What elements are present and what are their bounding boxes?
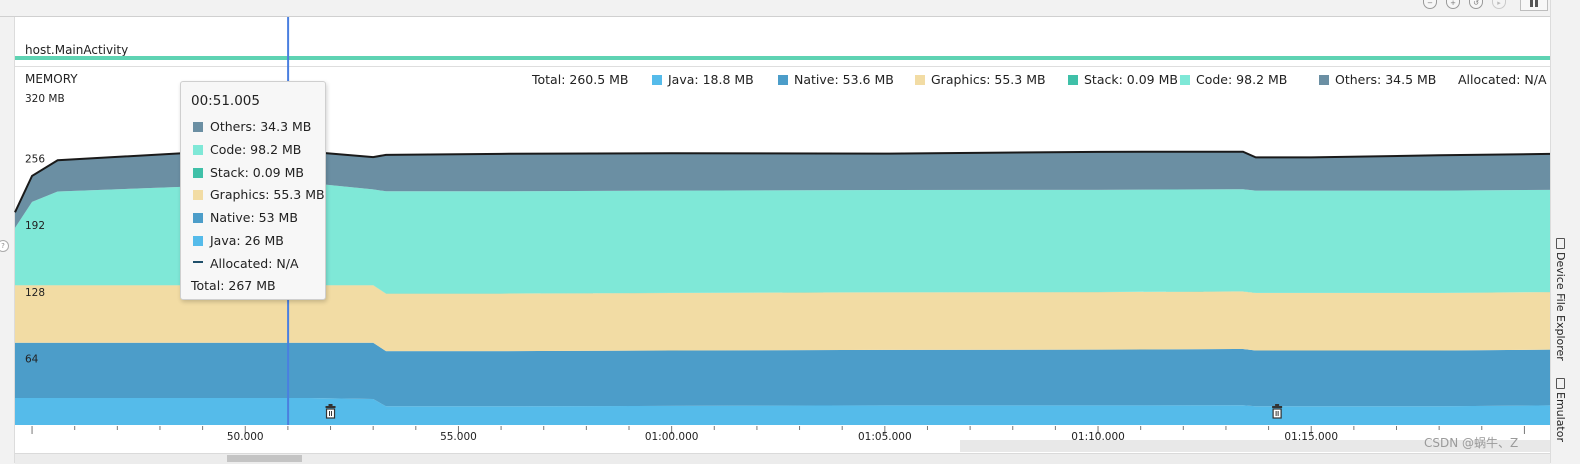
pause-button[interactable] <box>1520 0 1548 11</box>
x-tick-label: 50.000 <box>227 431 264 443</box>
legend-item-graphics: Graphics: 55.3 MB <box>915 72 1046 87</box>
top-toolbar: − + ↺ ▸ <box>0 0 1550 17</box>
tooltip-swatch-others <box>193 122 203 132</box>
legend-label-native: Native: 53.6 MB <box>794 72 894 87</box>
tooltip-label-others: Others: 34.3 MB <box>210 119 312 134</box>
help-icon[interactable]: ? <box>0 240 9 252</box>
tooltip-time: 00:51.005 <box>191 93 260 109</box>
left-gutter: ? <box>0 17 15 463</box>
device-file-explorer-label: Device File Explorer <box>1554 252 1567 361</box>
activity-label: host.MainActivity <box>25 43 129 57</box>
emulator-label: Emulator <box>1554 392 1567 442</box>
tab-emulator[interactable]: Emulator <box>1554 378 1567 442</box>
bottom-overlay-bar <box>960 440 1550 452</box>
device-file-explorer-icon <box>1555 238 1565 249</box>
y-tick-label: 128 <box>25 287 45 299</box>
tooltip: 00:51.005 Others: 34.3 MB Code: 98.2 MB … <box>180 81 326 300</box>
right-tool-strip: Device File Explorer Emulator <box>1550 0 1580 463</box>
tooltip-swatch-stack <box>193 168 203 178</box>
tooltip-swatch-code <box>193 145 203 155</box>
legend-item-others: Others: 34.5 MB <box>1319 72 1436 87</box>
x-tick-label: 01:00.000 <box>645 431 699 443</box>
horizontal-scrollbar[interactable] <box>15 453 1550 464</box>
watermark: CSDN @蜗牛、Z <box>1424 436 1519 450</box>
scrollbar-thumb[interactable] <box>227 455 302 462</box>
emulator-icon <box>1555 378 1565 389</box>
tooltip-label-java: Java: 26 MB <box>210 233 284 248</box>
activity-bar[interactable] <box>15 56 1550 60</box>
gc-event-icon[interactable] <box>1272 404 1283 419</box>
y-tick-label: 64 <box>25 353 39 365</box>
legend-swatch-native <box>778 75 788 85</box>
area-others <box>15 147 1550 228</box>
y-axis-unit-label: 320 MB <box>25 93 65 105</box>
legend-label-java: Java: 18.8 MB <box>668 72 754 87</box>
legend-swatch-code <box>1180 75 1190 85</box>
section-divider <box>15 66 1550 67</box>
legend-label-allocated: Allocated: N/A <box>1458 72 1547 87</box>
legend-item-java: Java: 18.8 MB <box>652 72 754 87</box>
legend-swatch-java <box>652 75 662 85</box>
legend-item-native: Native: 53.6 MB <box>778 72 894 87</box>
tooltip-dash-allocated <box>193 261 203 265</box>
gc-event-icon[interactable] <box>325 404 336 419</box>
tooltip-label-graphics: Graphics: 55.3 MB <box>210 187 325 202</box>
tooltip-row-allocated: Allocated: N/A <box>193 256 299 271</box>
legend-item-code: Code: 98.2 MB <box>1180 72 1287 87</box>
legend-item-stack: Stack: 0.09 MB <box>1068 72 1178 87</box>
tooltip-swatch-native <box>193 213 203 223</box>
tooltip-swatch-graphics <box>193 190 203 200</box>
tooltip-label-allocated: Allocated: N/A <box>210 256 299 271</box>
tooltip-label-native: Native: 53 MB <box>210 210 298 225</box>
area-native <box>15 342 1550 407</box>
y-tick-label: 192 <box>25 220 45 232</box>
legend-label-graphics: Graphics: 55.3 MB <box>931 72 1046 87</box>
tooltip-label-code: Code: 98.2 MB <box>210 142 302 157</box>
go-live-icon: ▸ <box>1492 0 1506 9</box>
legend-label-code: Code: 98.2 MB <box>1196 72 1288 87</box>
tooltip-row-others: Others: 34.3 MB <box>193 119 311 134</box>
area-java <box>15 397 1550 425</box>
tooltip-row-graphics: Graphics: 55.3 MB <box>193 187 325 202</box>
area-graphics <box>15 285 1550 352</box>
legend-label-others: Others: 34.5 MB <box>1335 72 1437 87</box>
legend-swatch-stack <box>1068 75 1078 85</box>
legend-label-stack: Stack: 0.09 MB <box>1084 72 1178 87</box>
tooltip-row-java: Java: 26 MB <box>193 233 284 248</box>
tooltip-label-stack: Stack: 0.09 MB <box>210 165 304 180</box>
tooltip-total: Total: 267 MB <box>191 278 276 293</box>
zoom-in-icon[interactable]: + <box>1446 0 1460 9</box>
tooltip-swatch-java <box>193 236 203 246</box>
memory-chart[interactable]: 64 128 192 256 320 MB 50.000 55.000 01:00.000 01… <box>0 0 1550 463</box>
tooltip-row-stack: Stack: 0.09 MB <box>193 165 304 180</box>
tooltip-row-native: Native: 53 MB <box>193 210 298 225</box>
x-tick-label: 55.000 <box>440 431 477 443</box>
tab-device-file-explorer[interactable]: Device File Explorer <box>1554 238 1567 361</box>
legend-total: Total: 260.5 MB <box>532 72 629 87</box>
legend-item-allocated: Allocated: N/A <box>1458 72 1547 87</box>
reset-zoom-icon[interactable]: ↺ <box>1469 0 1483 9</box>
tooltip-row-code: Code: 98.2 MB <box>193 142 301 157</box>
area-code <box>15 182 1550 294</box>
memory-title: MEMORY <box>25 72 78 86</box>
legend-swatch-others <box>1319 75 1329 85</box>
y-tick-label: 256 <box>25 154 45 166</box>
legend-swatch-graphics <box>915 75 925 85</box>
x-tick-label: 01:05.000 <box>858 431 912 443</box>
zoom-out-icon[interactable]: − <box>1423 0 1437 9</box>
